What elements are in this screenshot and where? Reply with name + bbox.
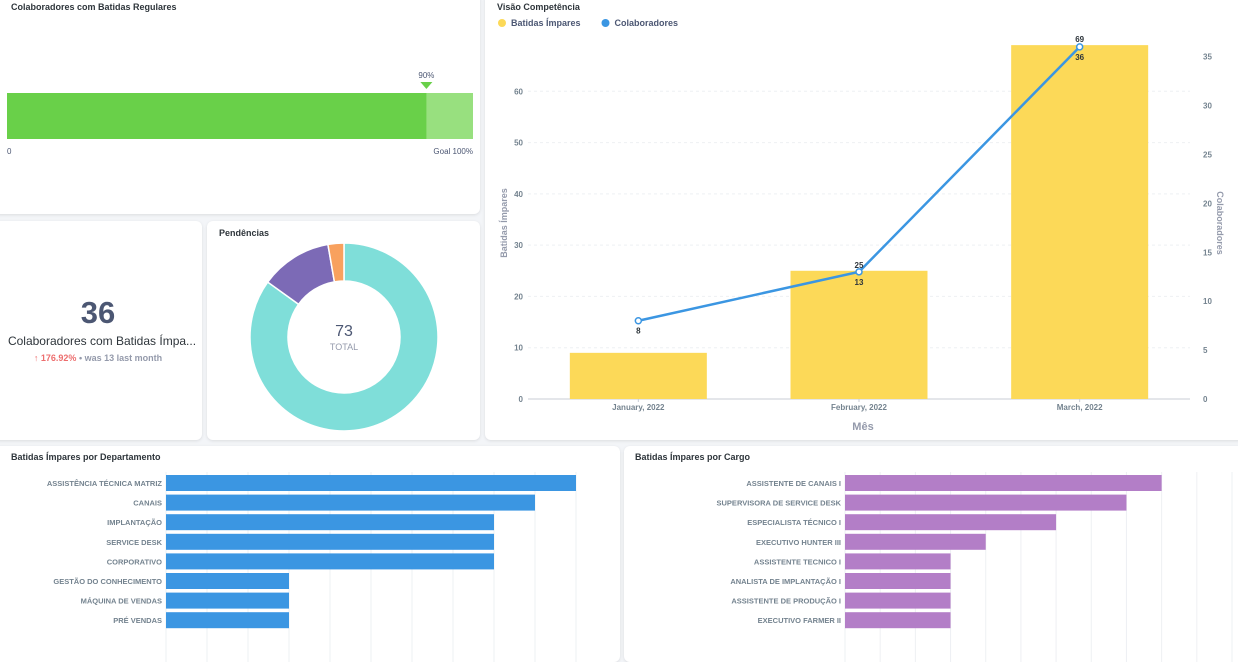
bar [166, 533, 494, 550]
legend-label: Batidas Ímpares [511, 18, 581, 28]
bar [166, 573, 289, 589]
y-right-tick-label: 20 [1203, 199, 1212, 208]
y-right-axis-title: Colaboradores [1215, 191, 1225, 255]
y-left-tick-label: 30 [514, 241, 523, 250]
category-label: ASSISTENTE TECNICO I [754, 557, 841, 566]
bar [166, 592, 289, 609]
category-label: CANAIS [133, 499, 162, 508]
category-label: PRÉ VENDAS [113, 616, 162, 625]
y-right-tick-label: 15 [1203, 248, 1212, 257]
y-right-tick-label: 35 [1203, 53, 1212, 62]
bar [845, 533, 986, 550]
bar-batidas-impares [1011, 45, 1149, 399]
metric-change: 176.92% [40, 353, 77, 363]
progress-card-title: Colaboradores com Batidas Regulares [11, 2, 177, 12]
x-tick-label: February, 2022 [831, 403, 887, 412]
line-point [855, 268, 863, 276]
dept-chart: ASSISTÊNCIA TÉCNICA MATRIZ CANAIS IMPLANTA… [47, 472, 577, 662]
y-left-tick-label: 0 [519, 395, 524, 404]
y-left-tick-label: 40 [514, 190, 523, 199]
donut-slice [249, 242, 439, 432]
category-label: EXECUTIVO HUNTER III [756, 538, 841, 547]
y-left-tick-label: 50 [514, 139, 523, 148]
x-axis-title: Mês [852, 421, 873, 433]
category-label: CORPORATIVO [107, 557, 162, 566]
line-data-label: 13 [855, 278, 864, 287]
category-label: SUPERVISORA DE SERVICE DESK [717, 499, 842, 508]
bar [845, 592, 951, 609]
bar [845, 514, 1057, 531]
metric-value: 36 [80, 295, 116, 330]
bar [166, 494, 535, 511]
metric-card: 36 Colaboradores com Batidas Ímpa... ↑ 1… [0, 221, 202, 440]
bar [845, 553, 951, 570]
bar [166, 553, 494, 570]
y-right-tick-label: 10 [1203, 297, 1212, 306]
y-right-tick-label: 5 [1203, 346, 1208, 355]
y-right-tick-label: 30 [1203, 102, 1212, 111]
category-label: ASSISTENTE DE CANAIS I [746, 479, 841, 488]
donut-card: Pendências 73 TOTAL [207, 221, 480, 440]
progress-value-label: 90% [418, 71, 434, 80]
bar-batidas-impares [790, 270, 928, 399]
bar-batidas-impares [569, 352, 707, 399]
category-label: GESTÃO DO CONHECIMENTO [53, 577, 162, 586]
category-label: ANALISTA DE IMPLANTAÇÃO I [730, 577, 841, 586]
donut-slice [327, 242, 345, 283]
bar [845, 612, 951, 629]
line-data-label: 36 [1075, 53, 1084, 62]
category-label: ESPECIALISTA TÉCNICO I [747, 518, 841, 527]
metric-comparison: ↑ 176.92% • was 13 last month [0, 353, 202, 363]
bar-data-label: 69 [1075, 35, 1084, 44]
donut-total-label: TOTAL [330, 342, 358, 352]
y-right-tick-label: 25 [1203, 150, 1212, 159]
legend-dot [601, 19, 610, 27]
line-data-label: 8 [636, 327, 641, 336]
category-label: IMPLANTAÇÃO [107, 518, 162, 527]
category-label: MÁQUINA DE VENDAS [81, 597, 162, 606]
legend-label: Colaboradores [615, 18, 679, 28]
donut-chart: 73 TOTAL [249, 242, 439, 432]
progress-card: Colaboradores com Batidas Regulares 90% … [0, 0, 480, 214]
progress-chart: 90% 0 Goal 100% [7, 71, 473, 156]
progress-min-label: 0 [7, 147, 12, 156]
cargo-card: Batidas Ímpares por Cargo ASSISTENTE DE … [624, 446, 1238, 662]
y-left-tick-label: 60 [514, 87, 523, 96]
category-label: ASSISTENTE DE PRODUÇÃO I [731, 597, 841, 606]
y-left-axis-title: Batidas Ímpares [499, 188, 509, 258]
cargo-card-title: Batidas Ímpares por Cargo [635, 452, 751, 462]
y-right-tick-label: 0 [1203, 395, 1208, 404]
bar [166, 514, 494, 531]
donut-card-title: Pendências [219, 228, 270, 238]
dept-card-title: Batidas Ímpares por Departamento [11, 452, 161, 462]
category-label: EXECUTIVO FARMER II [758, 616, 841, 625]
bar [845, 494, 1127, 511]
y-left-tick-label: 10 [514, 344, 523, 353]
x-tick-label: March, 2022 [1057, 403, 1103, 412]
progress-marker-icon [420, 82, 433, 89]
bar-data-label: 25 [855, 261, 864, 270]
category-label: SERVICE DESK [106, 538, 162, 547]
arrow-up-icon: ↑ [33, 353, 39, 363]
bar [845, 573, 951, 589]
category-label: ASSISTÊNCIA TÉCNICA MATRIZ [47, 479, 163, 488]
progress-goal-label: Goal 100% [433, 147, 473, 156]
legend-dot [498, 19, 506, 27]
cargo-chart: ASSISTENTE DE CANAIS I SUPERVISORA DE SER… [717, 472, 1233, 662]
line-point [634, 316, 643, 325]
progress-filled-bar [7, 93, 427, 139]
line-point [1075, 43, 1084, 51]
combo-chart: Batidas Ímpares Colaboradores 01020304050… [498, 18, 1225, 433]
bar [166, 475, 576, 491]
combo-card-title: Visão Competência [497, 2, 580, 12]
donut-total-value: 73 [335, 323, 353, 340]
metric-previous: • was 13 last month [78, 353, 163, 363]
combo-card: Visão Competência Batidas Ímpares Colabor… [485, 0, 1238, 440]
y-left-tick-label: 20 [514, 292, 523, 301]
x-tick-label: January, 2022 [612, 403, 665, 412]
bar [845, 475, 1162, 491]
metric-label: Colaboradores com Batidas Ímpa... [7, 334, 197, 348]
bar [166, 612, 289, 629]
dept-card: Batidas Ímpares por Departamento ASSISTÊ… [0, 446, 620, 662]
